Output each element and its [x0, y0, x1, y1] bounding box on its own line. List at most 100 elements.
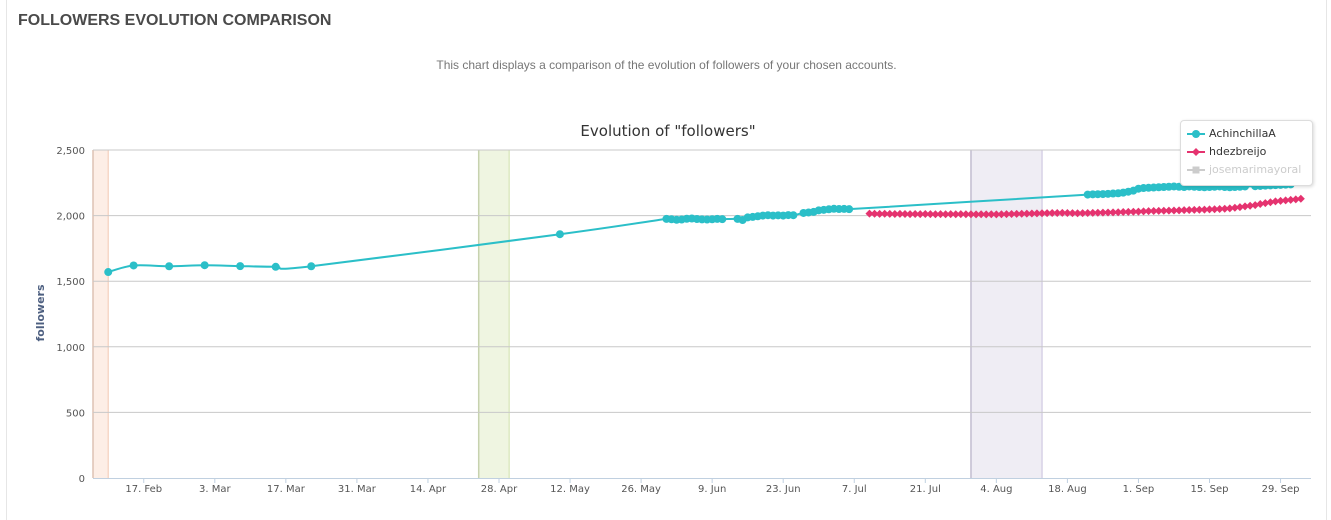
x-tick-label: 17. Mar: [267, 484, 306, 495]
axes: 0 500 1,000 1,500 2,000 2,500 17. Feb 3. Mar 17.…: [56, 146, 1311, 495]
data-point: [931, 210, 940, 219]
data-point: [1220, 204, 1229, 213]
data-point: [1002, 210, 1011, 219]
data-point: [1235, 203, 1244, 212]
data-point: [1195, 205, 1204, 214]
series-AchinchillaA: [104, 180, 1295, 277]
series-hdezbreijo: [865, 194, 1305, 219]
data-point: [1241, 202, 1250, 211]
data-point: [1175, 206, 1184, 215]
x-tick-label: 23. Jun: [766, 484, 801, 495]
data-point: [865, 209, 874, 218]
data-point: [200, 261, 209, 270]
data-point: [1266, 198, 1275, 207]
data-point: [129, 261, 138, 270]
data-point: [271, 262, 280, 271]
series-layer: [104, 180, 1305, 277]
data-point: [1205, 205, 1214, 214]
data-point: [966, 210, 975, 219]
data-point: [718, 215, 727, 224]
data-point: [885, 209, 894, 218]
x-tick-label: 29. Sep: [1262, 484, 1300, 495]
legend: AchinchillaA hdezbreijo josemarimayoral: [1180, 120, 1313, 186]
data-point: [1256, 200, 1265, 209]
data-point: [1007, 210, 1016, 219]
data-point: [1088, 208, 1097, 217]
legend-label: hdezbreijo: [1209, 145, 1267, 158]
data-point: [1159, 206, 1168, 215]
data-point: [789, 211, 798, 220]
data-point: [845, 205, 854, 214]
legend-marker-square: [1192, 166, 1200, 174]
x-tick-label: 21. Jul: [910, 484, 941, 495]
data-point: [1251, 201, 1260, 210]
data-point: [1124, 207, 1133, 216]
chart-title: Evolution of "followers": [580, 122, 755, 140]
data-point: [972, 210, 981, 219]
data-point: [936, 210, 945, 219]
data-point: [1068, 209, 1077, 218]
legend-symbol-circle: [1187, 130, 1205, 138]
legend-marker-circle: [1192, 130, 1200, 138]
chart-description: This chart displays a comparison of the …: [436, 58, 897, 72]
data-point: [1276, 196, 1285, 205]
x-tick-label: 12. May: [550, 484, 590, 495]
data-point: [901, 210, 909, 219]
data-point: [926, 210, 935, 219]
data-point: [1043, 209, 1052, 218]
data-point: [1286, 195, 1295, 204]
y-tick-label: 1,000: [56, 343, 85, 354]
data-point: [1083, 208, 1092, 217]
data-point: [1180, 206, 1189, 215]
data-point: [911, 210, 920, 219]
chart-panel: FOLLOWERS EVOLUTION COMPARISON This char…: [6, 0, 1327, 520]
data-point: [104, 268, 113, 277]
data-point: [1022, 209, 1031, 218]
data-point: [1078, 209, 1087, 218]
data-point: [880, 209, 889, 218]
data-point: [1119, 208, 1128, 217]
y-axis-title: followers: [34, 284, 47, 341]
data-point: [1038, 209, 1047, 218]
data-point: [906, 210, 915, 219]
plot-band-1: [478, 150, 510, 478]
data-point: [1230, 203, 1239, 212]
data-point: [1296, 194, 1305, 203]
x-tick-label: 1. Sep: [1123, 484, 1155, 495]
data-point: [1169, 206, 1178, 215]
data-point: [1032, 209, 1041, 218]
data-point: [951, 210, 960, 219]
data-point: [1225, 204, 1234, 213]
data-point: [1149, 207, 1158, 216]
data-point: [1210, 205, 1219, 214]
data-point: [1058, 208, 1067, 217]
data-point: [1017, 209, 1026, 218]
legend-symbol-square: [1187, 166, 1205, 174]
data-point: [870, 209, 879, 218]
data-point: [890, 210, 899, 219]
legend-symbol-diamond: [1187, 148, 1205, 156]
data-point: [307, 262, 316, 271]
data-point: [1098, 208, 1107, 217]
data-point: [1261, 199, 1270, 208]
data-point: [1063, 208, 1072, 217]
data-point: [1093, 208, 1102, 217]
data-point: [1139, 207, 1148, 216]
data-point: [236, 262, 245, 271]
x-tick-label: 31. Mar: [338, 484, 377, 495]
x-tick-label: 3. Mar: [199, 484, 231, 495]
y-tick-label: 0: [79, 474, 85, 485]
x-tick-label: 9. Jun: [698, 484, 726, 495]
data-point: [1190, 205, 1199, 214]
legend-label: josemarimayoral: [1209, 163, 1302, 176]
plot-band-2: [970, 150, 1043, 478]
data-point: [982, 210, 991, 219]
data-point: [956, 210, 965, 219]
x-tick-label: 28. Apr: [481, 484, 518, 495]
x-tick-label: 14. Apr: [410, 484, 447, 495]
data-point: [1164, 206, 1173, 215]
data-point: [1246, 201, 1255, 210]
data-point: [1109, 208, 1118, 217]
plot-bands: [92, 150, 1043, 478]
